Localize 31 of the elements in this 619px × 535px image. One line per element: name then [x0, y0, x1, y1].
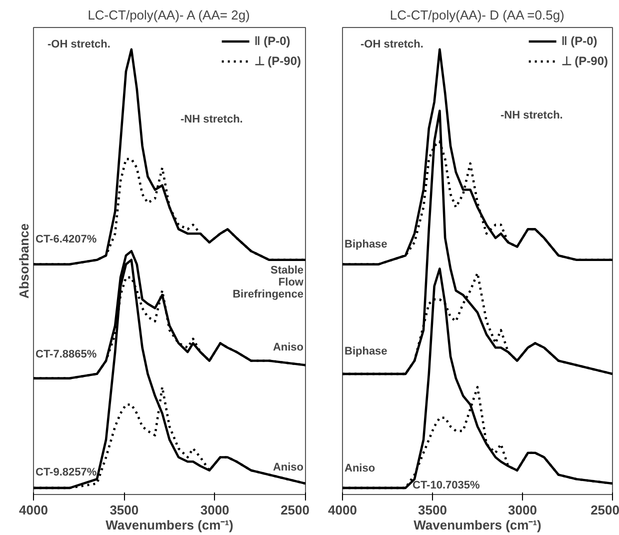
- x-tick-label: 2500: [280, 502, 310, 518]
- legend-label: ⊥ (P-90): [561, 54, 608, 68]
- annotation: -OH stretch.: [360, 38, 424, 50]
- annotation: -NH stretch.: [500, 110, 563, 122]
- x-tick-label: 4000: [19, 502, 48, 518]
- x-tick-label: 2500: [590, 502, 619, 518]
- annotation: CT-9.8257%: [36, 466, 97, 478]
- legend-label: ‖ (P-0): [254, 34, 290, 48]
- annotation: -OH stretch.: [48, 38, 110, 50]
- legend-label: ⊥ (P-90): [254, 54, 301, 68]
- legend-label: ‖ (P-0): [561, 34, 598, 48]
- annotation: Stable Flow Birefringence: [232, 264, 304, 300]
- y-axis-title: Absorbance: [16, 223, 32, 299]
- x-axis-title: Wavenumbers (cm⁻¹): [106, 518, 234, 532]
- annotation: Aniso: [344, 462, 376, 474]
- annotation: Biphase: [344, 238, 388, 250]
- annotation: -NH stretch.: [180, 114, 243, 126]
- x-tick-label: 3500: [418, 502, 447, 518]
- x-tick-label: 4000: [328, 502, 357, 518]
- annotation: Aniso: [272, 342, 304, 354]
- annotation: CT-10.7035%: [412, 480, 480, 492]
- annotation: CT-6.4207%: [36, 234, 97, 246]
- x-tick-label: 3000: [200, 502, 230, 518]
- x-axis-title: Wavenumbers (cm⁻¹): [414, 518, 542, 532]
- annotation: CT-7.8865%: [36, 348, 97, 360]
- x-tick-label: 3000: [508, 502, 537, 518]
- x-tick-label: 3500: [110, 502, 139, 518]
- chart-title: LC-CT/poly(AA)- A (AA= 2g): [88, 8, 250, 22]
- annotation: Biphase: [344, 346, 388, 358]
- chart-title: LC-CT/poly(AA)- D (AA =0.5g): [390, 8, 564, 22]
- annotation: Aniso: [272, 462, 304, 474]
